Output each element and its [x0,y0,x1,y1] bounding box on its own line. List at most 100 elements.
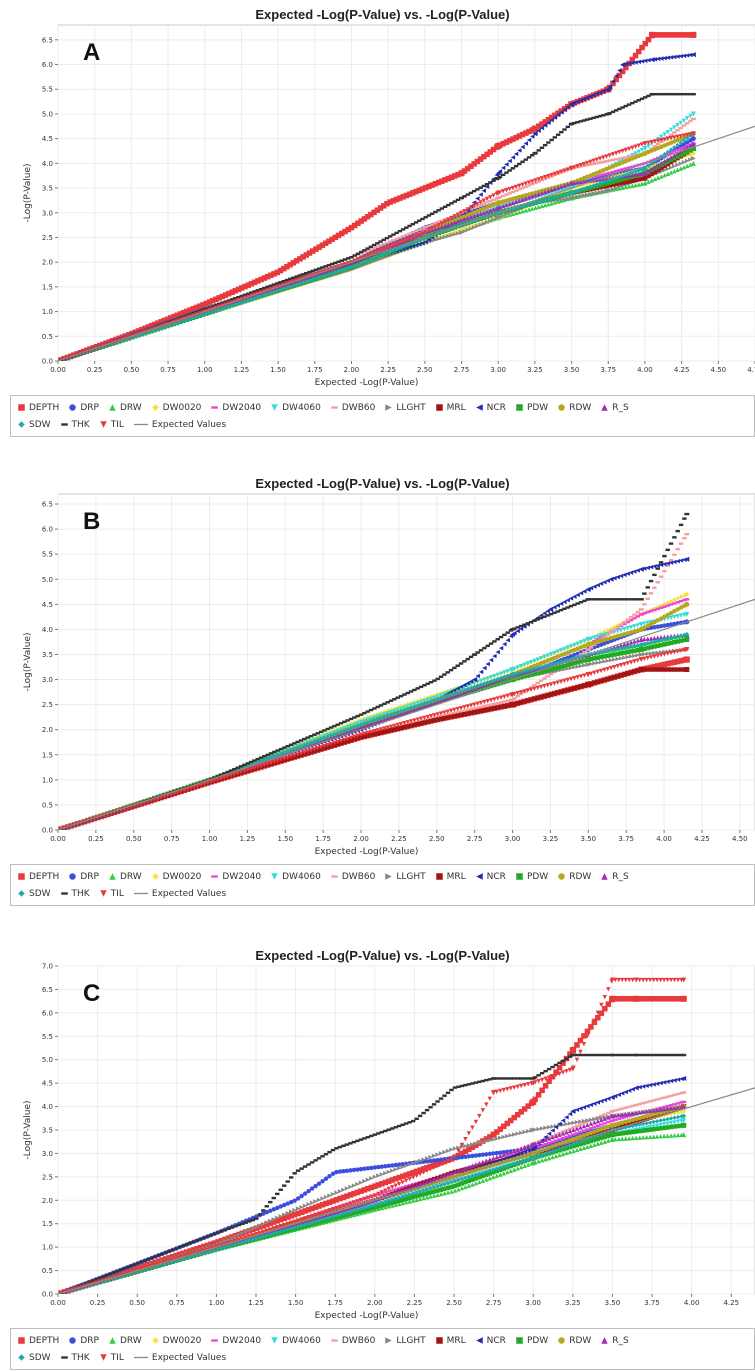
data-point [648,625,654,630]
data-point [310,269,315,273]
data-point [685,149,690,154]
data-point [385,711,390,716]
data-point [426,224,432,228]
data-point [271,283,277,286]
data-point [348,723,354,729]
data-point [605,112,611,116]
data-point [642,165,648,171]
data-point [407,244,412,250]
data-point [442,177,448,183]
data-point [668,157,674,163]
legend-marker [475,404,483,411]
data-point [406,191,413,197]
data-point [584,95,590,100]
data-point [672,54,677,60]
data-point [449,215,454,221]
data-point [562,667,567,672]
data-point [465,193,470,196]
y-tick-label: 1.0 [42,776,53,784]
data-point [668,558,674,562]
data-point [572,100,577,106]
data-point [675,54,680,59]
data-point [500,194,506,198]
data-point [620,148,625,154]
data-point [672,163,677,169]
data-point [436,236,441,241]
data-point [549,201,554,206]
data-point [617,186,622,191]
data-point [646,173,651,179]
data-point [668,615,674,621]
data-point [675,614,680,619]
data-point [442,692,447,697]
y-tick-label: 3.5 [42,651,53,659]
legend-marker [109,404,116,411]
data-point [607,183,612,188]
data-point [582,663,587,668]
data-point [207,306,212,309]
data-point [605,639,610,645]
data-point [491,217,496,222]
data-point [313,268,319,271]
data-point [690,136,696,142]
y-tick-label: 1.0 [42,308,53,316]
data-point [342,726,347,731]
data-point [623,176,629,181]
data-point [635,615,640,618]
data-point [618,623,624,626]
data-point [572,652,577,658]
data-point [413,233,419,239]
data-point [613,175,619,181]
data-point [210,305,215,308]
data-point [655,32,661,38]
data-point [636,149,641,155]
data-point [662,152,667,157]
data-point [681,133,687,138]
data-point [552,190,558,195]
data-point [620,156,625,160]
data-point [578,193,583,199]
data-point [608,631,614,634]
x-tick-label: 0.25 [88,835,104,843]
data-point [429,182,435,188]
data-point [610,152,616,157]
data-point [391,239,396,242]
data-point [481,153,487,160]
data-point [665,604,670,607]
data-point [595,634,600,639]
data-point [688,92,693,96]
data-point [597,189,603,195]
x-tick-label: 0.00 [50,366,66,374]
data-point [539,121,545,127]
data-point [526,128,532,135]
data-point [423,216,428,219]
data-point [271,271,277,277]
data-point [672,597,677,602]
data-point [206,299,213,305]
data-point [387,199,393,205]
data-point [539,203,545,209]
data-point [585,636,591,642]
data-point [617,149,622,155]
data-point [378,248,383,253]
y-tick-label: 2.0 [42,726,53,734]
data-point [552,650,557,656]
data-point [415,701,420,706]
data-point [684,591,690,597]
legend-marker [69,404,77,411]
data-point [362,718,367,724]
data-point [678,152,683,158]
data-point [688,143,693,148]
data-point [645,620,650,626]
data-point [530,179,535,184]
data-point [439,178,445,184]
data-point [516,133,523,139]
data-point [681,32,687,38]
data-point [588,661,594,667]
data-point [264,273,271,280]
data-point [620,180,625,185]
data-point [555,110,561,116]
data-point [617,181,622,186]
data-point [675,142,680,148]
data-point [520,160,525,163]
